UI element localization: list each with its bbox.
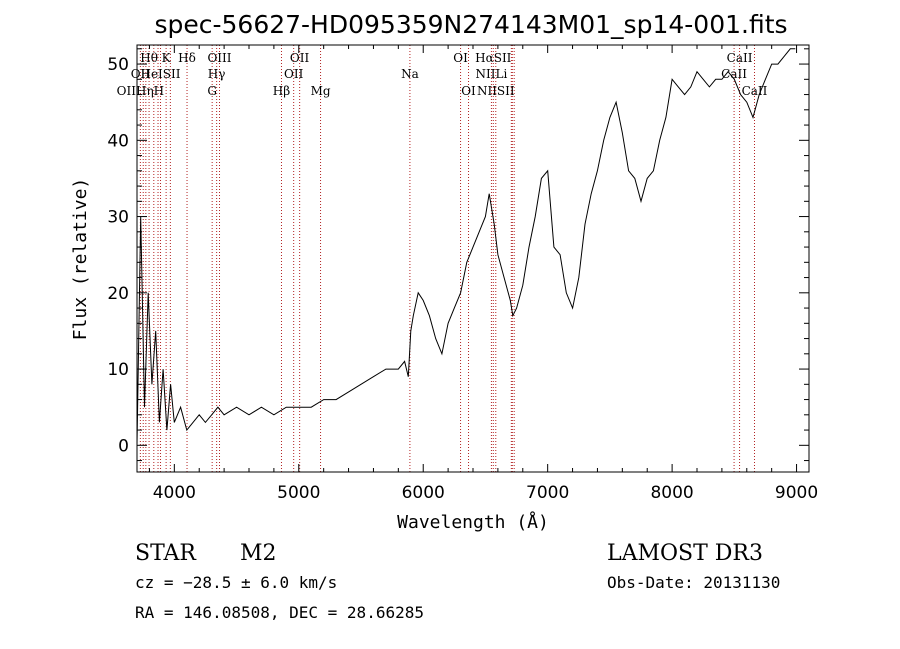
line-marker-label: Hδ bbox=[178, 51, 196, 65]
spectrum-line bbox=[136, 48, 796, 446]
line-marker-label: OII bbox=[284, 67, 304, 81]
x-tick-label: 4000 bbox=[153, 483, 196, 503]
line-marker-label: Na bbox=[401, 67, 419, 81]
object-type: STAR bbox=[135, 541, 197, 566]
x-axis-ticks: 4000 5000 6000 7000 8000 9000 bbox=[148, 45, 818, 503]
x-tick-label: 8000 bbox=[650, 483, 693, 503]
y-tick-label: 10 bbox=[107, 360, 129, 380]
line-marker-label: Hβ bbox=[273, 84, 290, 98]
line-marker-label: Hθ bbox=[140, 51, 158, 65]
line-marker-label: OII bbox=[131, 67, 151, 81]
x-tick-label: 5000 bbox=[277, 483, 320, 503]
y-tick-label: 40 bbox=[107, 131, 129, 151]
line-marker-label: Hγ bbox=[208, 67, 226, 81]
line-marker-label: OI bbox=[453, 51, 468, 65]
x-tick-label: 7000 bbox=[526, 483, 569, 503]
line-marker-label: CaII bbox=[742, 84, 768, 98]
emission-line-markers bbox=[139, 45, 755, 472]
y-tick-label: 0 bbox=[118, 436, 129, 456]
line-marker-label: NIILi bbox=[476, 67, 508, 81]
line-marker-label: Mg bbox=[311, 84, 331, 98]
survey-name: LAMOST DR3 bbox=[607, 541, 763, 566]
x-tick-label: 6000 bbox=[402, 483, 445, 503]
line-marker-label: OIIHηH bbox=[117, 84, 164, 98]
line-marker-label: OI bbox=[461, 84, 476, 98]
observation-date: Obs-Date: 20131130 bbox=[607, 573, 780, 592]
x-axis-label: Wavelength (Å) bbox=[397, 511, 549, 533]
line-marker-label: OII bbox=[290, 51, 310, 65]
y-axis-label: Flux (relative) bbox=[70, 178, 91, 341]
line-marker-label: G bbox=[207, 84, 217, 98]
line-marker-label: CaII bbox=[727, 51, 753, 65]
line-marker-label: OIII bbox=[207, 51, 231, 65]
line-marker-label: NIISII bbox=[477, 84, 515, 98]
y-tick-label: 20 bbox=[107, 284, 129, 304]
line-marker-label: CaII bbox=[721, 67, 747, 81]
coordinates: RA = 146.08508, DEC = 28.66285 bbox=[135, 603, 424, 622]
y-axis-ticks: 0 10 20 30 40 50 bbox=[107, 48, 809, 462]
chart-title: spec-56627-HD095359N274143M01_sp14-001.f… bbox=[154, 10, 787, 39]
line-marker-label: HeISII bbox=[140, 67, 180, 81]
line-marker-label: K bbox=[162, 51, 172, 65]
spectral-subclass: M2 bbox=[240, 541, 277, 566]
x-tick-label: 9000 bbox=[775, 483, 818, 503]
redshift-velocity: cz = −28.5 ± 6.0 km/s bbox=[135, 573, 337, 592]
y-tick-label: 30 bbox=[107, 208, 129, 228]
line-marker-label: HαSII bbox=[475, 51, 512, 65]
y-tick-label: 50 bbox=[107, 55, 129, 75]
